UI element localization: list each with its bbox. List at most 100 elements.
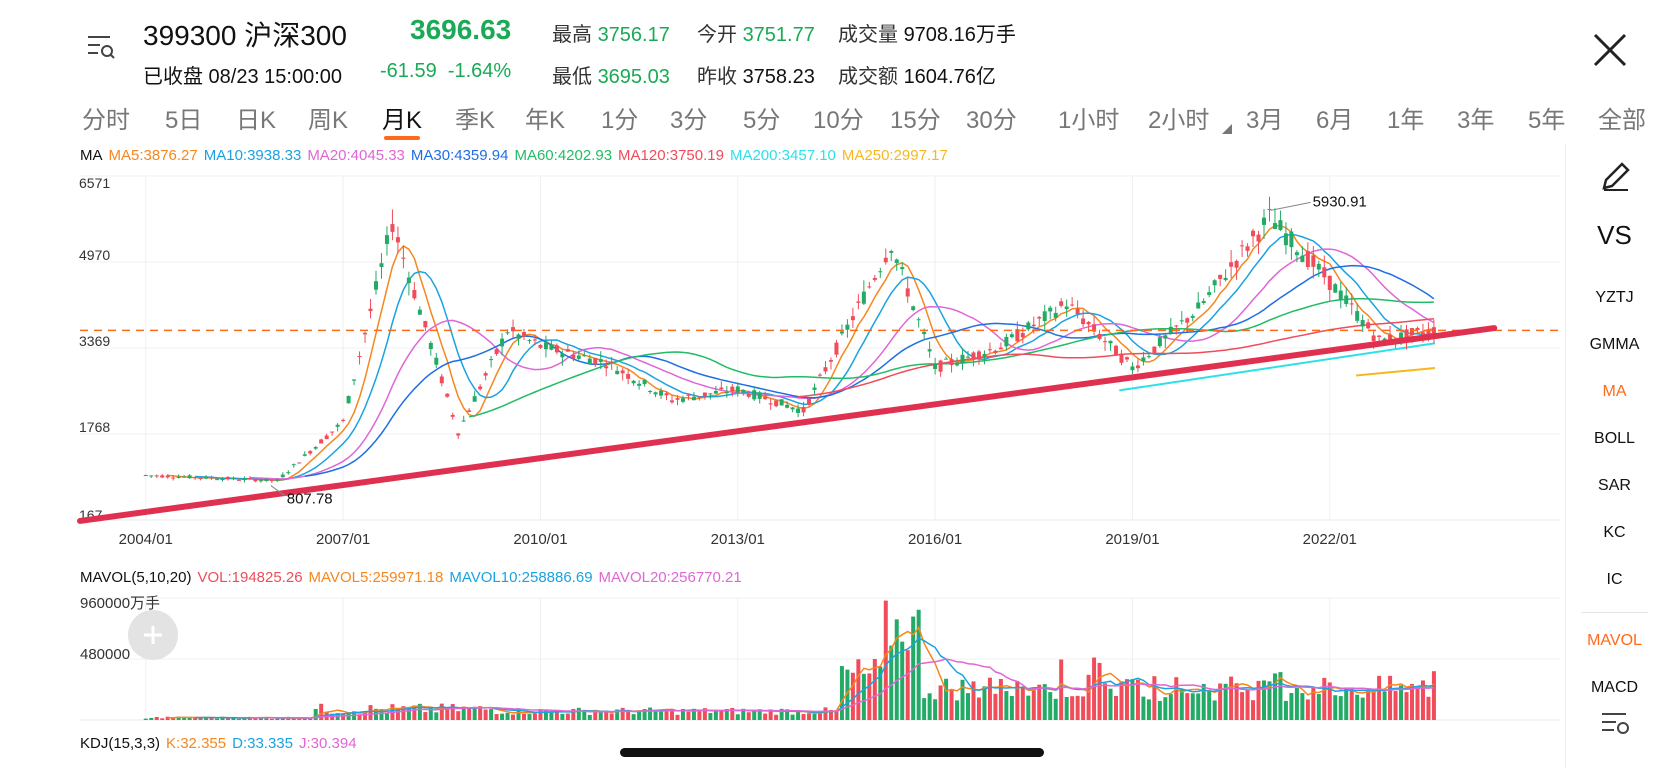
volume-bar [593,711,598,720]
candle-body [1103,341,1108,343]
tab-6[interactable]: 年K [525,107,566,134]
candle-body [823,367,828,372]
volume-bar [648,707,653,720]
settings-list-icon[interactable] [1566,706,1662,740]
sidebar-item-boll[interactable]: BOLL [1594,430,1635,447]
tab-17[interactable]: 1年 [1387,107,1425,134]
volume-bar [1207,689,1212,720]
tab-15[interactable]: 3月 [1246,107,1284,134]
tab-14[interactable]: 2小时 [1148,107,1210,134]
candle-body [511,327,516,332]
candle-body [1426,329,1431,336]
candle-body [1141,357,1146,362]
sidebar-item-mavol[interactable]: MAVOL [1587,632,1642,649]
volume-bar [308,718,313,720]
tab-11[interactable]: 15分 [890,107,941,134]
candle-body [1168,326,1173,334]
sidebar-item-gmma[interactable]: GMMA [1589,336,1640,353]
tab-12[interactable]: 30分 [966,107,1017,134]
candle-body [171,477,176,479]
candle-body [1130,366,1135,371]
tab-1[interactable]: 5日 [165,107,203,134]
mavol-legend-title: MAVOL(5,10,20) [80,569,192,586]
tab-20[interactable]: 全部 [1598,107,1646,134]
tab-0[interactable]: 分时 [82,107,130,134]
candle-body [231,477,236,480]
candle-body [450,414,455,417]
volume-bar [231,717,236,720]
tab-9[interactable]: 5分 [743,107,781,134]
volume-bar [1152,676,1157,720]
candle-body [818,374,822,376]
volume-bar [302,718,307,720]
volume-chart[interactable]: 960000万手 480000 [0,590,1565,730]
sidebar-item-kc[interactable]: KC [1603,524,1626,541]
volume-bar [1163,697,1168,720]
candle-body [461,420,466,422]
tab-5[interactable]: 季K [455,107,496,134]
tab-16[interactable]: 6月 [1316,107,1354,134]
tab-3[interactable]: 周K [308,107,349,134]
candle-body [812,387,817,390]
tab-7[interactable]: 1分 [601,107,639,134]
list-menu-icon[interactable] [86,32,116,62]
sidebar-item-ic[interactable]: IC [1606,571,1623,588]
volume-bar [193,717,198,720]
volume-bar [1168,694,1173,720]
change-value: -61.59 [380,60,437,82]
volume-bar [472,706,477,720]
candle-body [1305,251,1310,268]
candle-body [1420,332,1425,336]
tab-19[interactable]: 5年 [1528,107,1566,134]
candle-body [1163,335,1168,339]
sidebar-item-yztj[interactable]: YZTJ [1595,289,1634,306]
sidebar-item-sar[interactable]: SAR [1598,477,1631,494]
volume-bar [779,708,784,720]
tab-13[interactable]: 1小时 [1058,107,1120,134]
candle-body [845,324,850,330]
volume-bar [680,709,685,720]
candle-body [1371,335,1376,342]
close-icon[interactable] [1590,30,1630,70]
sidebar-item-vs[interactable]: VS [1597,220,1632,250]
candle-body [697,396,702,398]
candle-body [1114,345,1118,356]
add-indicator-button[interactable] [128,610,178,660]
tab-18[interactable]: 3年 [1457,107,1495,134]
volume-bar [554,710,559,720]
tab-10[interactable]: 10分 [813,107,864,134]
pencil-icon[interactable] [1566,156,1662,196]
tab-8[interactable]: 3分 [670,107,708,134]
candle-body [1207,292,1212,296]
candle-body [1020,333,1025,338]
candle-body [785,404,790,408]
candle-body [1196,302,1201,309]
candle-body [1256,234,1261,242]
volume-bar [582,709,587,720]
candle-body [324,435,329,439]
volume-bar [1410,683,1414,720]
candle-body [894,259,899,263]
volume-bar [445,709,450,720]
ma-legend-item-7: MA250:2997.17 [841,147,948,164]
tab-4[interactable]: 月K [382,107,423,134]
volume-bar [812,714,817,720]
sidebar-item-macd[interactable]: MACD [1590,679,1639,695]
tab-2[interactable]: 日K [236,107,277,134]
stat-open: 今开 3751.77 [697,24,815,46]
candle-body [724,392,729,394]
ma-legend-item-2: MA20:4045.33 [307,147,405,164]
candle-body [516,334,521,339]
candle-body [1097,333,1102,339]
volume-bar [220,716,225,720]
volume-bar [291,718,296,720]
volume-bar [417,703,422,720]
candle-body [1026,322,1031,330]
sidebar-item-ma[interactable]: MA [1602,383,1627,400]
candle-body [226,477,230,480]
volume-bar [406,706,411,720]
volume-bar [1388,675,1393,720]
volume-bar [1338,696,1343,720]
volume-bar [226,718,230,720]
